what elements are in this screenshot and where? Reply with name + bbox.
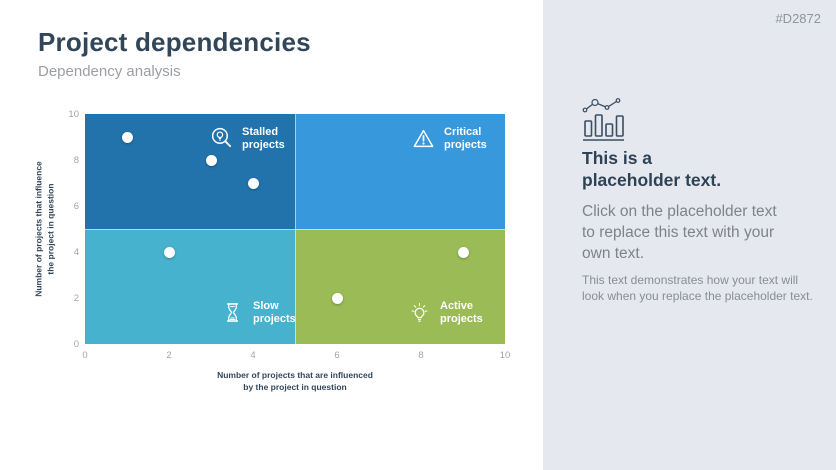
placeholder-note[interactable]: This text demonstrates how your text wil…: [582, 272, 813, 304]
data-point: [247, 177, 259, 189]
x-tick-label: 8: [418, 350, 424, 361]
y-tick-label: 0: [73, 339, 79, 350]
quadrant-label-line: Stalled: [242, 126, 279, 138]
quadrant-label-slow: Slow projects: [220, 300, 296, 327]
data-point: [331, 292, 343, 304]
data-point: [121, 131, 133, 143]
quadrant-label-critical: Critical projects: [411, 126, 487, 153]
quadrant-critical: [295, 114, 505, 229]
combo-chart-icon: [580, 95, 626, 148]
quadrant-label-active: Active projects: [407, 300, 483, 327]
quadrant-slow: [85, 229, 295, 344]
hourglass-icon: [227, 303, 238, 322]
y-axis-title: Number of projects that influence the pr…: [33, 161, 58, 297]
quadrant-chart: Stalled projects Critical projects: [34, 109, 511, 392]
y-tick-label: 10: [68, 109, 79, 120]
quadrant-label-stalled: Stalled projects: [209, 126, 285, 153]
template-id: #D2872: [775, 11, 821, 26]
placeholder-note-line: look when you replace the placeholder te…: [582, 289, 813, 304]
x-tick-label: 6: [334, 350, 340, 361]
warning-triangle-icon: [413, 129, 434, 148]
placeholder-heading-line: placeholder text.: [582, 169, 722, 190]
placeholder-heading[interactable]: This is a placeholder text.: [582, 148, 721, 191]
magnifier-bulb-icon: [211, 127, 232, 148]
y-tick-label: 4: [73, 247, 79, 258]
quadrant-label-line: Active: [440, 300, 474, 312]
placeholder-body-line: Click on the placeholder text: [582, 203, 777, 220]
quadrant-label-line: Slow: [253, 300, 279, 312]
quadrant-label-line: projects: [440, 313, 483, 326]
lightbulb-icon: [411, 303, 428, 322]
placeholder-heading-line: This is a: [582, 148, 653, 168]
placeholder-body-line: own text.: [582, 244, 645, 262]
x-axis-title: Number of projects that are influenced b…: [85, 370, 505, 394]
quadrant-active: [295, 229, 505, 344]
page-subtitle: Dependency analysis: [38, 63, 181, 80]
right-panel: #D2872 This is a placeholder text. Click…: [543, 0, 836, 470]
quadrant-label-line: projects: [444, 139, 487, 152]
y-tick-label: 6: [73, 201, 79, 212]
placeholder-body-line: to replace this text with your: [582, 223, 775, 241]
data-point: [163, 246, 175, 258]
x-tick-label: 2: [166, 350, 172, 361]
quadrant-label-line: Critical: [444, 126, 482, 138]
x-tick-label: 4: [250, 350, 256, 361]
data-point: [457, 246, 469, 258]
x-tick-label: 0: [82, 350, 88, 361]
x-axis-title-line: by the project in question: [243, 381, 347, 392]
page-title: Project dependencies: [38, 27, 311, 57]
placeholder-body[interactable]: Click on the placeholder text to replace…: [582, 202, 777, 264]
y-axis-title-line: the project in question: [46, 183, 56, 275]
quadrant-divider-horizontal: [85, 228, 505, 230]
y-tick-label: 2: [73, 293, 79, 304]
data-point: [205, 154, 217, 166]
quadrant-stalled: [85, 114, 295, 229]
quadrant-label-line: projects: [242, 139, 285, 152]
y-axis-title-line: Number of projects that influence: [33, 161, 44, 297]
x-axis-title-line: Number of projects that are influenced: [217, 370, 373, 380]
placeholder-note-line: This text demonstrates how your text wil…: [582, 273, 799, 287]
y-tick-label: 8: [73, 155, 79, 166]
x-tick-label: 10: [499, 350, 511, 361]
quadrant-label-line: projects: [253, 313, 296, 326]
